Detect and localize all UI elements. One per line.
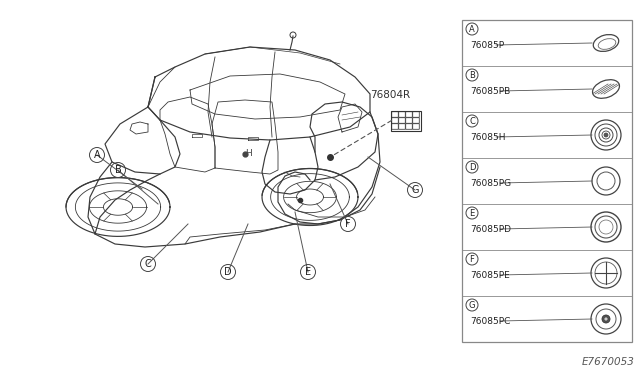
Text: 76085PB: 76085PB xyxy=(470,87,510,96)
Circle shape xyxy=(602,315,610,323)
Text: E: E xyxy=(469,208,475,218)
Text: F: F xyxy=(345,219,351,229)
Text: F: F xyxy=(470,254,474,263)
Text: C: C xyxy=(469,116,475,125)
Text: 76085PC: 76085PC xyxy=(470,317,510,326)
Text: A: A xyxy=(93,150,100,160)
Text: 76804R: 76804R xyxy=(370,90,410,100)
Text: B: B xyxy=(469,71,475,80)
Text: G: G xyxy=(412,185,419,195)
Text: E7670053: E7670053 xyxy=(582,357,635,367)
Text: D: D xyxy=(468,163,476,171)
Text: 76085PE: 76085PE xyxy=(470,270,509,279)
Text: 76085H: 76085H xyxy=(470,132,506,141)
Text: G: G xyxy=(468,301,476,310)
Text: 76085P: 76085P xyxy=(470,41,504,49)
Text: D: D xyxy=(224,267,232,277)
Text: H: H xyxy=(244,150,252,158)
Text: B: B xyxy=(115,165,122,175)
Circle shape xyxy=(604,133,608,137)
Text: E: E xyxy=(305,267,311,277)
Circle shape xyxy=(604,317,608,321)
Text: 76085PD: 76085PD xyxy=(470,224,511,234)
Bar xyxy=(462,20,632,342)
Text: 76085PG: 76085PG xyxy=(470,179,511,187)
Text: C: C xyxy=(145,259,152,269)
Text: A: A xyxy=(469,25,475,33)
